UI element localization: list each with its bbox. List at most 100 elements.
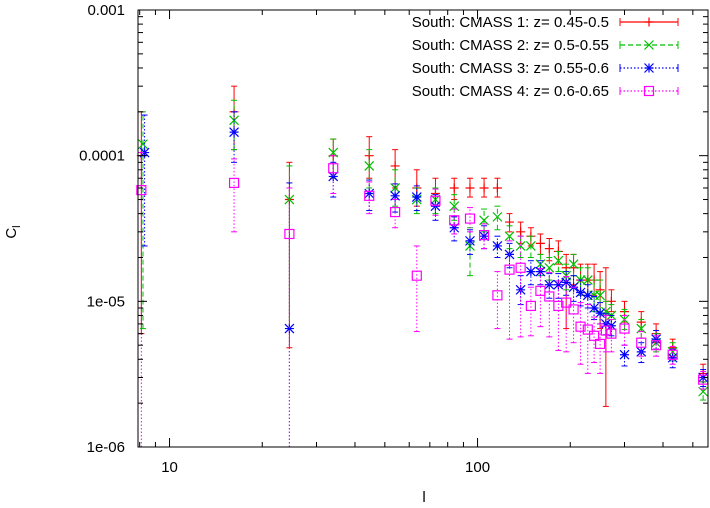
data-point (575, 287, 586, 298)
data-point (636, 337, 647, 348)
data-point (479, 183, 489, 193)
data-point (411, 270, 422, 281)
data-point (525, 300, 536, 312)
data-point (390, 206, 401, 218)
data-point (515, 262, 526, 273)
x-axis-label: l (422, 489, 425, 506)
legend-label: South: CMASS 2: z= 0.5-0.55 (412, 37, 609, 54)
data-point (139, 147, 150, 158)
data-point (619, 349, 630, 360)
data-point (516, 227, 526, 237)
x-tick-label: 10 (161, 459, 178, 476)
data-point (595, 290, 606, 301)
y-tick-label: 1e-05 (87, 293, 125, 310)
data-point (651, 340, 662, 351)
data-point (328, 171, 339, 182)
legend-marker (644, 17, 654, 27)
data-point (651, 334, 662, 345)
data-point (553, 255, 564, 266)
data-point (479, 215, 489, 226)
data-point (667, 352, 678, 363)
data-point (619, 323, 630, 334)
data-point (364, 188, 375, 199)
data-point (390, 183, 401, 193)
y-axis-label: Cl (3, 225, 23, 238)
data-point (492, 241, 503, 251)
legend-label: South: CMASS 3: z= 0.55-0.6 (412, 60, 609, 77)
data-point (504, 264, 515, 275)
data-point (505, 217, 515, 227)
data-point (525, 266, 536, 277)
data-point (504, 231, 515, 242)
data-point (492, 211, 503, 222)
data-point (478, 229, 490, 241)
data-point (284, 228, 295, 240)
data-point (544, 291, 555, 302)
data-point (595, 338, 606, 350)
data-point (328, 163, 339, 174)
data-point (606, 328, 617, 339)
data-point (575, 321, 586, 332)
legend-marker (644, 40, 654, 50)
y-axis-label-main: C (3, 228, 20, 239)
data-point (600, 306, 611, 317)
data-point (544, 244, 554, 254)
data-point (525, 241, 536, 251)
data-point (465, 235, 475, 246)
legend-marker (644, 63, 654, 73)
data-point (582, 290, 593, 301)
data-point (515, 241, 526, 251)
legend-label: South: CMASS 4: z= 0.6-0.65 (412, 83, 609, 100)
data-point (553, 300, 564, 312)
data-point (553, 279, 564, 290)
series-4 (136, 152, 709, 448)
data-point (595, 308, 606, 319)
data-point (136, 185, 147, 196)
data-point (535, 266, 546, 277)
data-point (411, 192, 422, 202)
data-point (284, 323, 295, 334)
data-point (588, 330, 600, 341)
data-point (465, 183, 475, 193)
y-tick-label: 0.001 (87, 2, 125, 19)
data-point (606, 320, 617, 331)
y-tick-label: 1e-06 (87, 439, 125, 456)
data-point (589, 303, 600, 313)
data-point (228, 177, 240, 189)
data-point (464, 213, 476, 224)
data-point (479, 231, 489, 242)
data-point (492, 183, 502, 193)
data-point (138, 139, 148, 150)
data-point (561, 297, 572, 308)
data-point (430, 201, 441, 212)
y-tick-label: 0.0001 (79, 148, 125, 165)
data-point (390, 190, 401, 201)
data-point (492, 290, 503, 301)
data-point (364, 190, 375, 201)
data-point (430, 195, 441, 206)
data-point (535, 285, 546, 296)
data-point (544, 279, 555, 290)
legend-marker (643, 85, 655, 97)
data-point (390, 161, 400, 171)
data-point (544, 262, 555, 273)
data-point (568, 259, 579, 270)
data-point (582, 275, 593, 285)
data-point (515, 284, 526, 295)
data-point (284, 194, 295, 205)
series-3 (139, 111, 709, 448)
x-tick-label: 100 (465, 459, 490, 476)
data-point (449, 215, 460, 226)
series-1 (136, 85, 708, 407)
data-point (229, 127, 239, 138)
data-point (667, 349, 678, 360)
data-point (364, 161, 375, 171)
data-point (568, 304, 579, 315)
y-axis-label-subscript: l (11, 225, 23, 227)
plot-frame (137, 9, 709, 448)
data-point (449, 183, 459, 193)
legend-label: South: CMASS 1: z= 0.45-0.5 (412, 14, 609, 31)
data-point (600, 325, 611, 336)
data-point (582, 324, 593, 335)
